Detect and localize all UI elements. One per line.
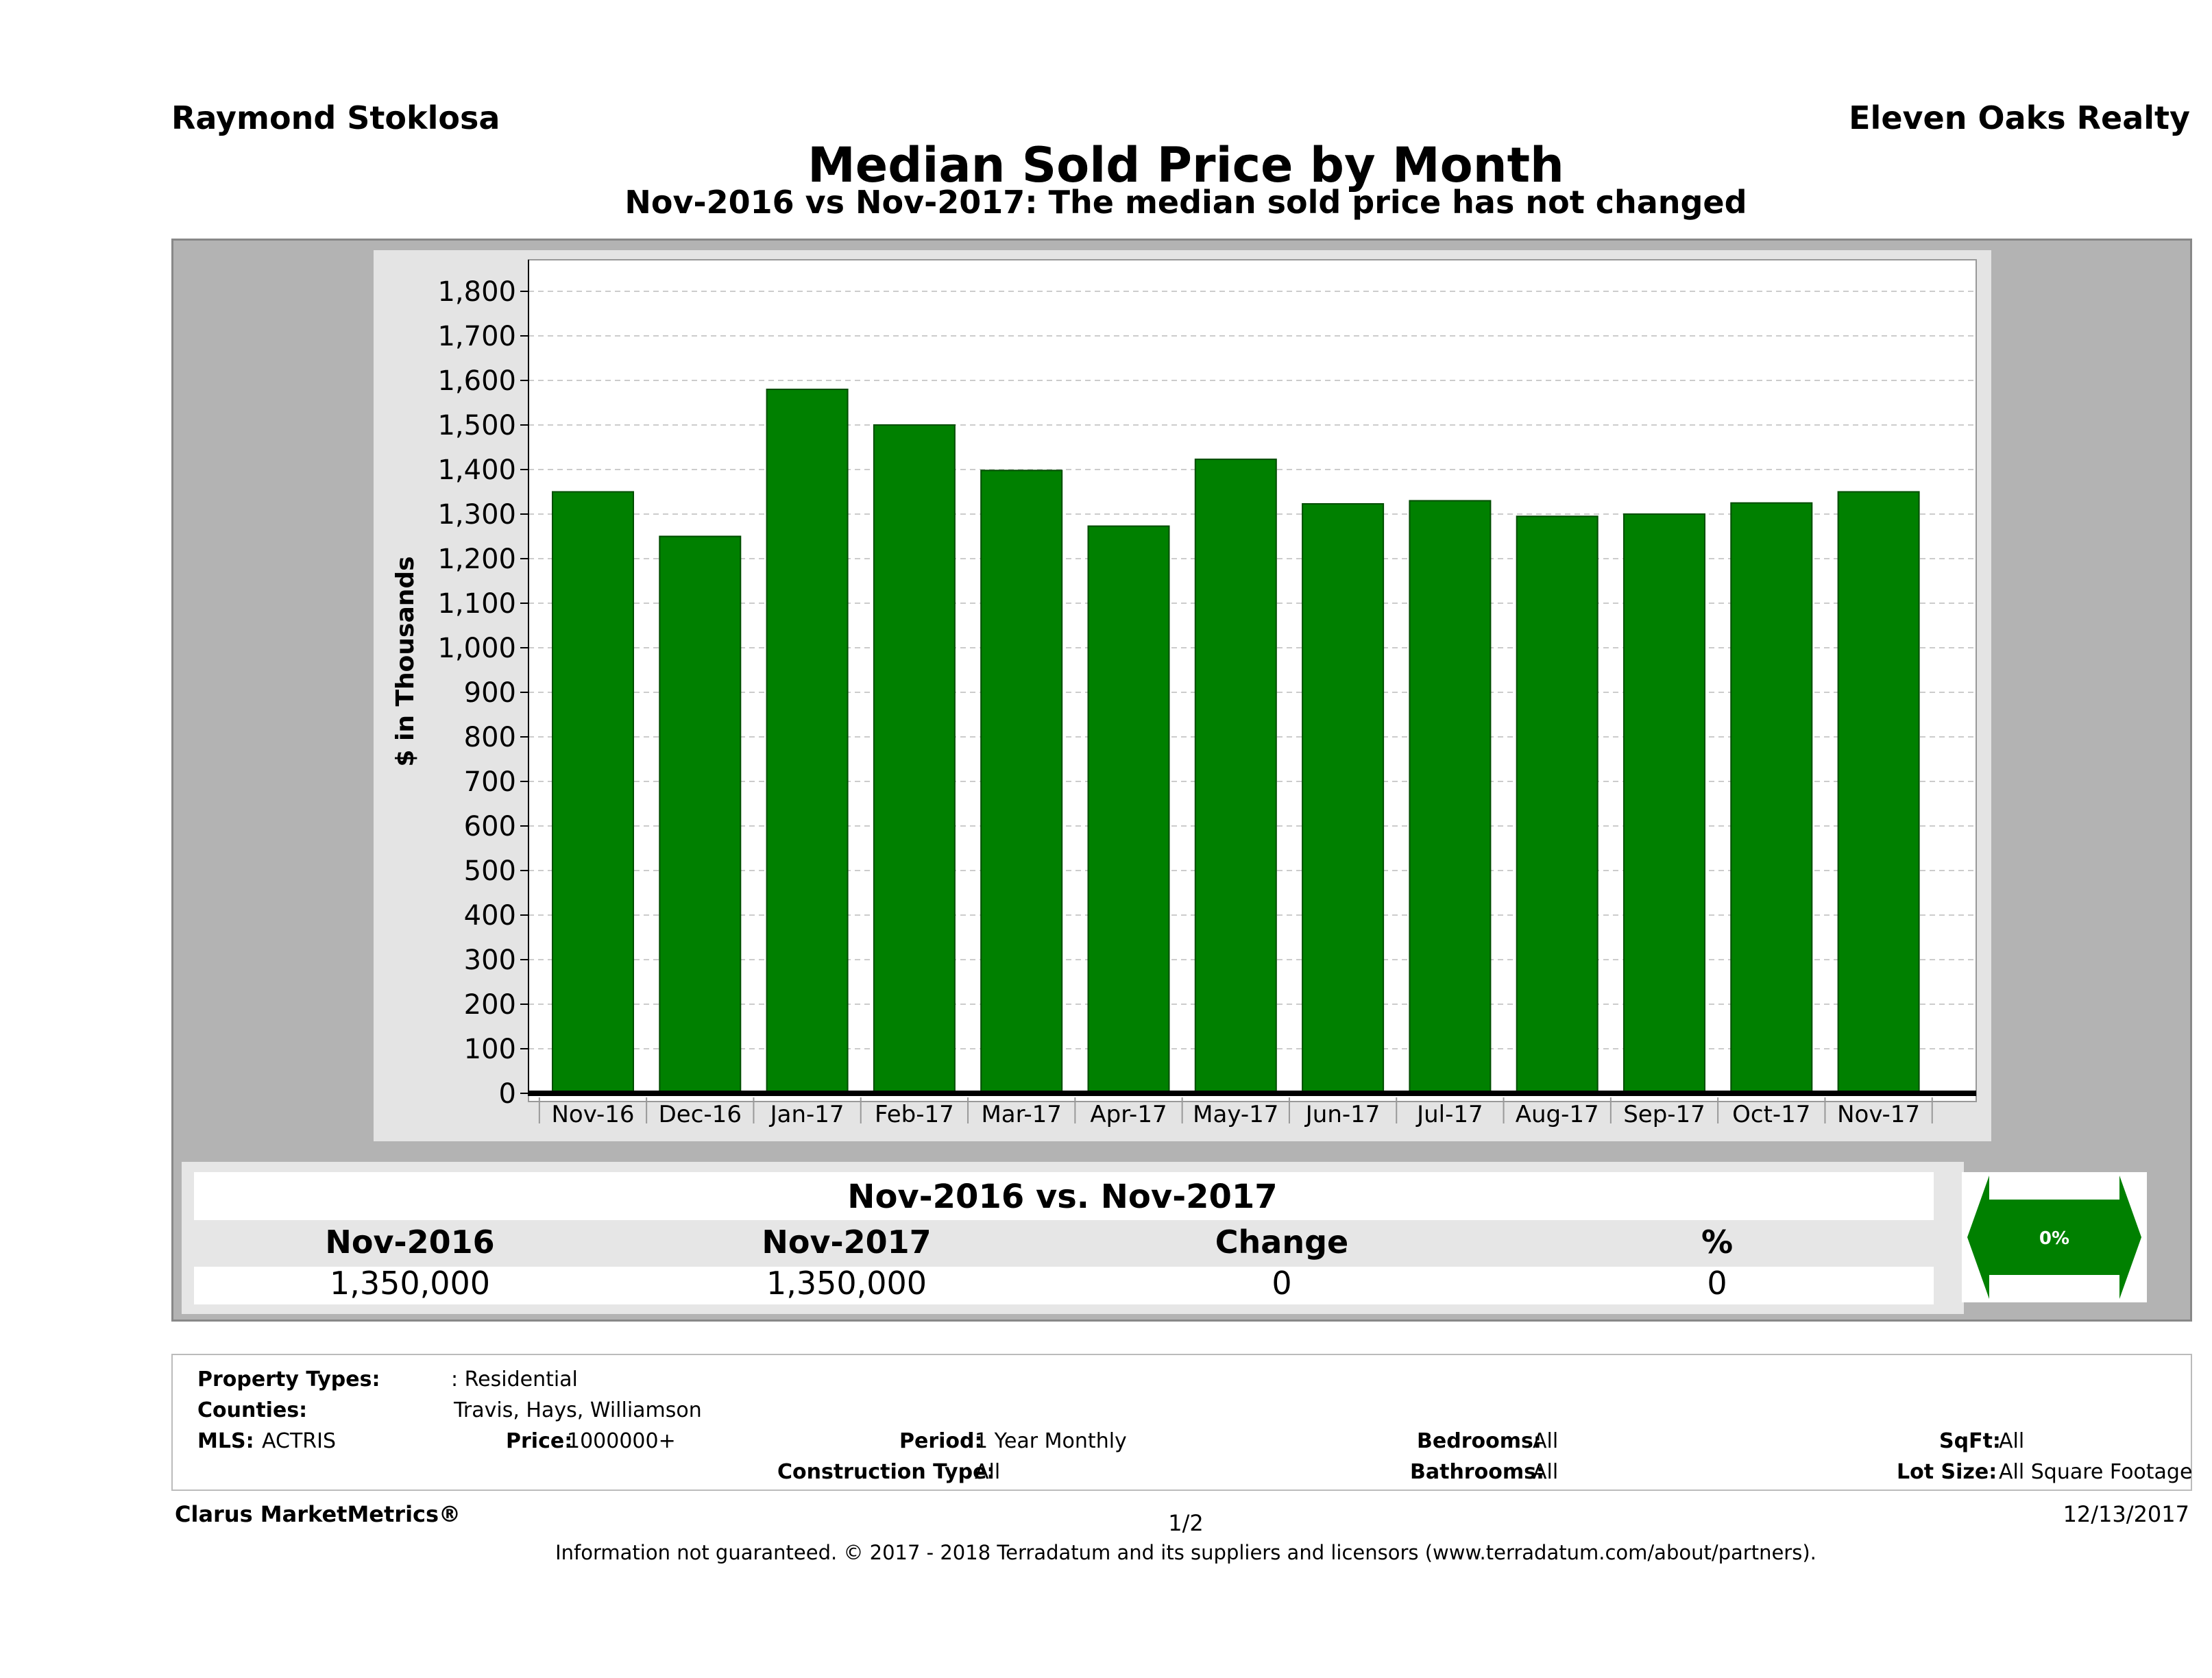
counties-label: Counties: [197,1398,308,1422]
x-tick-label: Nov-17 [1837,1101,1920,1128]
construction-label: Construction Type: [777,1460,995,1484]
lot-size-label: Lot Size: [1897,1460,1997,1484]
y-tick-label: 0 [499,1078,516,1110]
bar-oct-17 [1730,502,1813,1094]
bar-jun-17 [1302,503,1385,1094]
counties-value: Travis, Hays, Williamson [454,1398,702,1422]
double-arrow-shape [1967,1176,2141,1299]
y-tick-label: 1,400 [437,454,516,486]
sqft-label: SqFt: [1939,1429,2001,1453]
agent-name: Raymond Stoklosa [171,99,500,136]
bar-feb-17 [873,424,956,1094]
product-name: Clarus MarketMetrics® [175,1501,461,1527]
report-date: 12/13/2017 [2063,1501,2189,1527]
bedrooms-label: Bedrooms: [1417,1429,1542,1453]
y-tick-label: 200 [464,989,516,1021]
y-tick-label: 1,200 [437,544,516,575]
bar-nov-16 [552,491,634,1094]
x-ticks: Nov-16 Dec-16 Jan-17 Feb-17 Mar-17 Apr-17 May-… [538,1097,1933,1128]
lot-size-value: All Square Footage [1999,1460,2193,1484]
x-tick-label: May-17 [1193,1101,1278,1128]
mls-label: MLS: [197,1429,254,1453]
y-axis-label: $ in Thousands [391,556,420,766]
y-tick-label: 400 [464,900,516,932]
bar-jan-17 [766,389,849,1094]
mls-value: ACTRIS [262,1429,337,1453]
x-tick-label: Oct-17 [1732,1101,1810,1128]
y-tick-label: 1,300 [437,499,516,531]
x-tick-label: Jul-17 [1415,1101,1483,1128]
bar-may-17 [1194,459,1277,1094]
period-value: 1 Year Monthly [975,1429,1127,1453]
bar-jul-17 [1409,500,1492,1094]
bar-chart: 0 100 200 300 400 500 600 700 800 900 1,000 1,100 1,… [391,259,1977,1128]
y-tick-label: 1,800 [437,276,516,308]
construction-value: All [975,1460,1001,1484]
page-number: 1/2 [1168,1510,1204,1536]
summary-header-prev: Nov-2016 [325,1224,495,1261]
price-label: Price: [506,1429,573,1453]
y-tick-label: 1,000 [437,633,516,664]
y-tick-label: 1,100 [437,588,516,620]
change-badge-label: 0% [2039,1228,2069,1249]
bar-nov-17 [1837,491,1920,1094]
summary-value-percent: 0 [1707,1265,1727,1302]
bathrooms-label: Bathrooms: [1410,1460,1544,1484]
property-types-label: Property Types: [197,1367,380,1391]
x-tick-label: Jan-17 [769,1101,844,1128]
bathrooms-value: All [1533,1460,1559,1484]
summary-value-prev: 1,350,000 [329,1265,491,1302]
x-tick-label: Jun-17 [1304,1101,1381,1128]
y-ticks: 0 100 200 300 400 500 600 700 800 900 1,000 1,100 1,… [437,276,528,1110]
sqft-value: All [1999,1429,2025,1453]
bar-apr-17 [1087,525,1170,1094]
y-tick-label: 700 [464,766,516,798]
summary-value-change: 0 [1272,1265,1292,1302]
summary-header-curr: Nov-2017 [762,1224,932,1261]
bar-dec-16 [659,535,742,1094]
brokerage-name: Eleven Oaks Realty [1849,99,2190,136]
double-arrow-icon: 0% [1967,1176,2141,1299]
disclaimer: Information not guaranteed. © 2017 - 201… [555,1541,1816,1564]
y-tick-label: 800 [464,722,516,753]
period-label: Period: [899,1429,983,1453]
summary-header-percent: % [1701,1224,1734,1261]
summary-value-curr: 1,350,000 [766,1265,927,1302]
x-tick-label: Feb-17 [875,1101,954,1128]
summary-values-row [194,1267,1934,1304]
price-value: 1000000+ [567,1429,676,1453]
summary-header-change: Change [1215,1224,1349,1261]
y-tick-label: 100 [464,1034,516,1065]
y-tick-label: 900 [464,677,516,709]
bars [552,389,1920,1094]
y-tick-label: 500 [464,855,516,887]
y-tick-label: 600 [464,811,516,842]
bar-mar-17 [980,470,1063,1094]
property-types-value: : Residential [451,1367,578,1391]
y-tick-label: 1,700 [437,321,516,352]
x-tick-label: Apr-17 [1090,1101,1167,1128]
y-tick-label: 1,500 [437,410,516,441]
page-subtitle: Nov-2016 vs Nov-2017: The median sold pr… [624,184,1747,221]
page-title: Median Sold Price by Month [807,137,1564,193]
summary-title: Nov-2016 vs. Nov-2017 [847,1178,1278,1216]
x-tick-label: Aug-17 [1516,1101,1599,1128]
x-tick-label: Mar-17 [981,1101,1062,1128]
bedrooms-value: All [1533,1429,1559,1453]
summary-title-row [194,1172,1934,1220]
criteria-panel: Property Types: : Residential Counties: … [171,1354,2192,1491]
bar-sep-17 [1623,513,1705,1094]
x-tick-label: Sep-17 [1623,1101,1705,1128]
x-tick-label: Dec-16 [659,1101,742,1128]
bar-aug-17 [1516,515,1599,1094]
x-tick-label: Nov-16 [552,1101,635,1128]
y-tick-label: 1,600 [437,365,516,397]
y-tick-label: 300 [464,945,516,976]
